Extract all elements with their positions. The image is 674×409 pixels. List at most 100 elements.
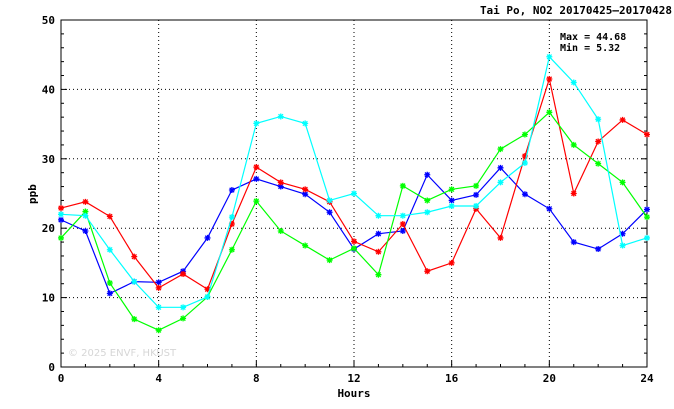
x-tick-label: 4 [155, 372, 162, 385]
data-point [131, 278, 138, 285]
data-point [228, 246, 235, 253]
data-point [302, 120, 309, 127]
data-point [570, 79, 577, 86]
watermark: © 2025 ENVF, HKUST [68, 348, 177, 359]
y-axis-label: ppb [26, 184, 39, 204]
data-point [82, 198, 89, 205]
data-point [155, 284, 162, 291]
stat-min: Min = 5.32 [560, 42, 620, 54]
data-point [424, 268, 431, 275]
x-tick-label: 12 [347, 372, 360, 385]
y-tick-label: 20 [42, 222, 55, 235]
data-point [595, 138, 602, 145]
data-point [424, 197, 431, 204]
data-point [644, 214, 650, 221]
data-point [204, 234, 211, 241]
data-point [351, 238, 357, 245]
data-point [106, 280, 113, 287]
x-tick-label: 16 [445, 372, 459, 385]
data-point [155, 327, 162, 334]
data-point [375, 212, 382, 219]
data-point [228, 221, 235, 228]
data-point [399, 227, 406, 234]
data-point [399, 212, 406, 219]
stat-max: Max = 44.68 [560, 32, 626, 43]
data-point [546, 109, 553, 116]
data-point [473, 191, 480, 198]
data-point [497, 179, 504, 186]
data-point [399, 221, 406, 228]
data-point [521, 131, 528, 138]
data-point [131, 253, 138, 260]
data-point [375, 230, 382, 237]
data-point [131, 316, 138, 323]
data-point [570, 141, 577, 148]
data-point [253, 198, 260, 205]
series-2 [58, 75, 650, 293]
data-point [497, 234, 504, 241]
data-point [448, 197, 455, 204]
data-point [106, 290, 113, 297]
data-point [546, 205, 553, 212]
data-point [58, 211, 64, 218]
data-point [644, 131, 650, 138]
data-point [155, 304, 162, 311]
data-point [277, 179, 284, 186]
y-tick-label: 40 [42, 83, 55, 96]
data-point [399, 182, 406, 189]
data-point [497, 164, 504, 171]
data-point [351, 190, 357, 197]
data-point [521, 153, 528, 160]
data-point [155, 279, 162, 286]
data-point [82, 212, 89, 219]
data-point [106, 246, 113, 253]
data-point [277, 183, 284, 190]
x-tick-label: 8 [253, 372, 260, 385]
data-point [521, 159, 528, 166]
data-point [180, 304, 187, 311]
data-point [619, 230, 626, 237]
series-4 [58, 53, 650, 311]
data-point [448, 202, 455, 209]
axis-ticks: 0 4 8 12 16 20 24 0 10 20 30 40 50 [42, 14, 654, 385]
data-point [82, 208, 89, 215]
data-point [375, 271, 382, 278]
data-point [546, 53, 553, 60]
data-point [326, 209, 333, 216]
data-point [253, 175, 260, 182]
data-point [473, 182, 480, 189]
data-point [644, 234, 650, 241]
data-point [595, 246, 602, 253]
data-point [570, 190, 577, 197]
data-point [253, 120, 260, 127]
data-point [546, 75, 553, 82]
data-point [473, 202, 480, 209]
data-point [180, 271, 187, 278]
data-point [58, 234, 64, 241]
y-tick-label: 10 [42, 292, 55, 305]
data-point [277, 113, 284, 120]
data-point [302, 242, 309, 249]
grid [61, 20, 647, 367]
data-point [424, 209, 431, 216]
data-point [204, 286, 211, 293]
x-axis-label: Hours [337, 387, 370, 400]
data-point [619, 116, 626, 123]
data-point [619, 242, 626, 249]
data-point [351, 245, 357, 252]
data-point [326, 257, 333, 264]
data-point [326, 197, 333, 204]
data-point [521, 191, 528, 198]
data-point [595, 116, 602, 123]
data-point [228, 214, 235, 221]
data-point [58, 205, 64, 212]
data-point [58, 216, 64, 223]
chart-title: Tai Po, NO2 20170425—20170428 [480, 4, 672, 17]
data-point [204, 293, 211, 300]
y-tick-label: 50 [42, 14, 55, 27]
data-point [448, 186, 455, 193]
data-point [106, 213, 113, 220]
x-tick-label: 24 [640, 372, 654, 385]
y-tick-label: 0 [48, 361, 55, 374]
